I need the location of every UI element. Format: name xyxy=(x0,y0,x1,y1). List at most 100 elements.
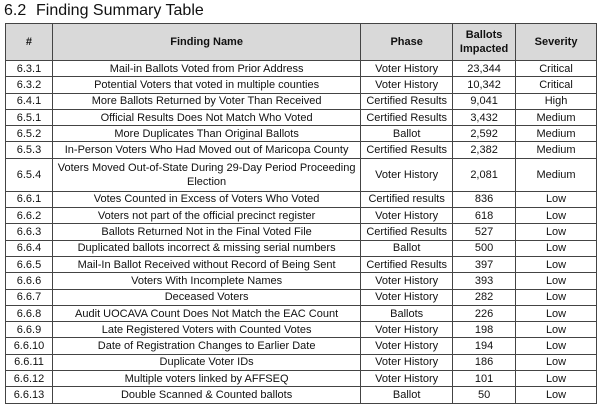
cell-finding-name: Audit UOCAVA Count Does Not Match the EA… xyxy=(51,304,362,323)
cell-finding-name: Duplicate Voter IDs xyxy=(51,353,362,372)
cell-severity: Low xyxy=(515,370,597,388)
header-ballots-impacted: Ballots Impacted xyxy=(452,23,517,61)
cell-number: 6.6.6 xyxy=(5,272,53,290)
cell-number: 6.6.7 xyxy=(5,288,53,306)
cell-ballots-impacted: 500 xyxy=(452,239,517,257)
table-row: 6.3.2 Potential Voters that voted in mult… xyxy=(5,76,597,94)
table-row: 6.6.2 Voters not part of the official pre… xyxy=(5,207,597,225)
cell-number: 6.3.1 xyxy=(5,59,53,78)
cell-ballots-impacted: 186 xyxy=(452,353,517,372)
cell-finding-name: More Duplicates Than Original Ballots xyxy=(51,125,362,143)
cell-ballots-impacted: 194 xyxy=(452,337,517,355)
table-row: 6.4.1 More Ballots Returned by Voter Than… xyxy=(5,92,597,110)
cell-severity: Critical xyxy=(515,76,597,94)
table-row: 6.3.1 Mail-in Ballots Voted from Prior Ad… xyxy=(5,59,597,78)
section-number: 6.2 xyxy=(4,2,27,19)
cell-ballots-impacted: 393 xyxy=(452,272,517,290)
header-finding-name: Finding Name xyxy=(51,23,362,61)
cell-phase: Voter History xyxy=(360,321,454,339)
cell-number: 6.6.2 xyxy=(5,207,53,225)
cell-number: 6.5.2 xyxy=(5,125,53,143)
cell-ballots-impacted: 527 xyxy=(452,223,517,241)
cell-severity: Medium xyxy=(515,125,597,143)
cell-finding-name: Mail-In Ballot Received without Record o… xyxy=(51,255,362,274)
cell-finding-name: Voters With Incomplete Names xyxy=(51,272,362,290)
cell-ballots-impacted: 226 xyxy=(452,304,517,323)
cell-finding-name: In-Person Voters Who Had Moved out of Ma… xyxy=(51,141,362,159)
cell-ballots-impacted: 10,342 xyxy=(452,76,517,94)
cell-severity: Medium xyxy=(515,108,597,127)
cell-severity: Low xyxy=(515,223,597,241)
cell-number: 6.6.1 xyxy=(5,190,53,209)
cell-ballots-impacted: 836 xyxy=(452,190,517,209)
cell-phase: Ballots xyxy=(360,304,454,323)
table-row: 6.5.2 More Duplicates Than Original Ballo… xyxy=(5,125,597,143)
cell-phase: Certified Results xyxy=(360,223,454,241)
cell-finding-name: Voters Moved Out-of-State During 29-Day … xyxy=(51,157,362,192)
cell-number: 6.6.12 xyxy=(5,370,53,388)
cell-severity: Medium xyxy=(515,157,597,192)
cell-finding-name: Mail-in Ballots Voted from Prior Address xyxy=(51,59,362,78)
cell-severity: Low xyxy=(515,304,597,323)
cell-phase: Voter History xyxy=(360,370,454,388)
cell-ballots-impacted: 282 xyxy=(452,288,517,306)
cell-finding-name: Duplicated ballots incorrect & missing s… xyxy=(51,239,362,257)
table-row: 6.5.1 Official Results Does Not Match Who… xyxy=(5,108,597,127)
cell-phase: Certified Results xyxy=(360,108,454,127)
cell-finding-name: Votes Counted in Excess of Voters Who Vo… xyxy=(51,190,362,209)
table-row: 6.6.3 Ballots Returned Not in the Final V… xyxy=(5,223,597,241)
cell-ballots-impacted: 2,592 xyxy=(452,125,517,143)
cell-severity: Low xyxy=(515,255,597,274)
table-row: 6.6.5 Mail-In Ballot Received without Rec… xyxy=(5,255,597,274)
table-row: 6.6.4 Duplicated ballots incorrect & miss… xyxy=(5,239,597,257)
table-row: 6.6.1 Votes Counted in Excess of Voters W… xyxy=(5,190,597,209)
table-row: 6.6.7 Deceased Voters Voter History 282 Low xyxy=(5,288,597,306)
cell-severity: Low xyxy=(515,239,597,257)
cell-number: 6.6.4 xyxy=(5,239,53,257)
header-row: # Finding Name Phase Ballots Impacted Se… xyxy=(5,23,597,61)
cell-finding-name: More Ballots Returned by Voter Than Rece… xyxy=(51,92,362,110)
cell-number: 6.4.1 xyxy=(5,92,53,110)
cell-number: 6.6.10 xyxy=(5,337,53,355)
cell-number: 6.6.9 xyxy=(5,321,53,339)
cell-phase: Voter History xyxy=(360,59,454,78)
cell-severity: Low xyxy=(515,337,597,355)
cell-phase: Voter History xyxy=(360,207,454,225)
cell-number: 6.3.2 xyxy=(5,76,53,94)
cell-phase: Voter History xyxy=(360,157,454,192)
section-heading: 6.2 Finding Summary Table xyxy=(4,1,204,21)
cell-finding-name: Ballots Returned Not in the Final Voted … xyxy=(51,223,362,241)
cell-number: 6.6.5 xyxy=(5,255,53,274)
cell-ballots-impacted: 2,081 xyxy=(452,157,517,192)
cell-finding-name: Official Results Does Not Match Who Vote… xyxy=(51,108,362,127)
cell-number: 6.6.3 xyxy=(5,223,53,241)
table-row: 6.6.10 Date of Registration Changes to Ea… xyxy=(5,337,597,355)
cell-number: 6.5.1 xyxy=(5,108,53,127)
table-row: 6.6.8 Audit UOCAVA Count Does Not Match t… xyxy=(5,304,597,323)
cell-number: 6.6.8 xyxy=(5,304,53,323)
cell-ballots-impacted: 397 xyxy=(452,255,517,274)
cell-number: 6.5.3 xyxy=(5,141,53,159)
cell-severity: High xyxy=(515,92,597,110)
table-row: 6.6.9 Late Registered Voters with Counted… xyxy=(5,321,597,339)
table-row: 6.5.3 In-Person Voters Who Had Moved out … xyxy=(5,141,597,159)
cell-finding-name: Voters not part of the official precinct… xyxy=(51,207,362,225)
cell-phase: Ballot xyxy=(360,386,454,404)
header-severity: Severity xyxy=(515,23,597,61)
table-row: 6.6.12 Multiple voters linked by AFFSEQ Vo… xyxy=(5,370,597,388)
cell-ballots-impacted: 9,041 xyxy=(452,92,517,110)
cell-phase: Certified Results xyxy=(360,141,454,159)
cell-phase: Voter History xyxy=(360,288,454,306)
cell-ballots-impacted: 618 xyxy=(452,207,517,225)
cell-severity: Low xyxy=(515,353,597,372)
finding-summary-table: # Finding Name Phase Ballots Impacted Se… xyxy=(5,23,597,404)
cell-number: 6.5.4 xyxy=(5,157,53,192)
cell-ballots-impacted: 3,432 xyxy=(452,108,517,127)
cell-phase: Voter History xyxy=(360,337,454,355)
cell-finding-name: Multiple voters linked by AFFSEQ xyxy=(51,370,362,388)
cell-phase: Certified results xyxy=(360,190,454,209)
cell-phase: Certified Results xyxy=(360,92,454,110)
cell-finding-name: Deceased Voters xyxy=(51,288,362,306)
cell-severity: Low xyxy=(515,190,597,209)
cell-phase: Voter History xyxy=(360,272,454,290)
